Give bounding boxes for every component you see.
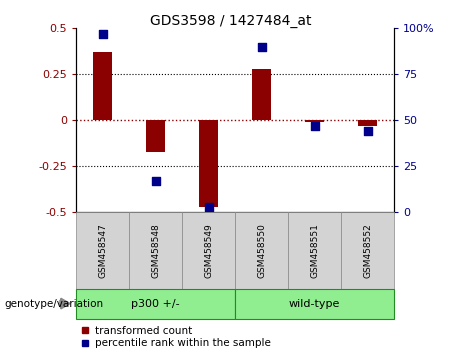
Text: GSM458547: GSM458547 [98,223,107,278]
Text: genotype/variation: genotype/variation [5,298,104,309]
Bar [146,120,165,152]
Text: GSM458550: GSM458550 [257,223,266,278]
Point [258,44,266,50]
Point [99,31,106,37]
Text: GSM458549: GSM458549 [204,223,213,278]
Bar [358,120,377,126]
Legend: transformed count, percentile rank within the sample: transformed count, percentile rank withi… [81,326,271,348]
Text: GSM458551: GSM458551 [310,223,319,278]
Bar [93,52,112,120]
Bar [199,120,218,207]
Point [152,178,160,184]
Text: GSM458548: GSM458548 [151,223,160,278]
Text: p300 +/-: p300 +/- [131,298,180,309]
Bar [252,69,271,120]
Text: wild-type: wild-type [289,298,340,309]
Text: GSM458552: GSM458552 [363,223,372,278]
Point [205,204,212,210]
Bar [305,120,324,122]
Point [364,129,372,134]
Point [311,123,318,129]
Text: GDS3598 / 1427484_at: GDS3598 / 1427484_at [150,14,311,28]
